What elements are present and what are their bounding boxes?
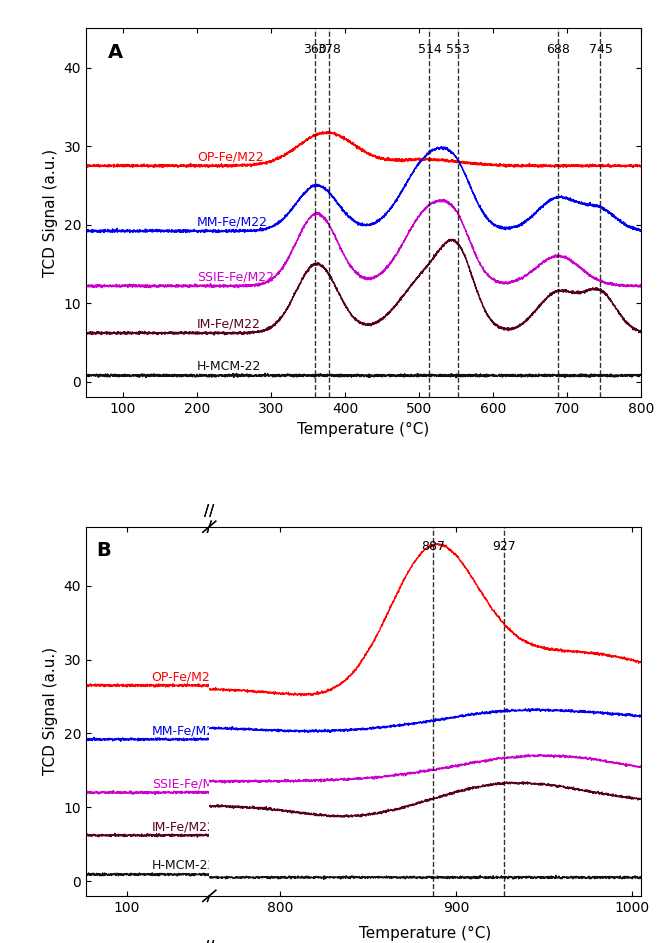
Text: MM-Fe/M22: MM-Fe/M22 bbox=[197, 216, 268, 228]
Text: B: B bbox=[96, 541, 110, 560]
Text: H-MCM-22: H-MCM-22 bbox=[197, 360, 261, 373]
Text: SSIE-Fe/M22: SSIE-Fe/M22 bbox=[152, 777, 229, 790]
Text: 553: 553 bbox=[446, 42, 470, 56]
Text: 360: 360 bbox=[303, 42, 327, 56]
Text: 688: 688 bbox=[547, 42, 570, 56]
Text: MM-Fe/M22: MM-Fe/M22 bbox=[152, 724, 223, 737]
Text: 887: 887 bbox=[421, 539, 445, 553]
Text: 378: 378 bbox=[317, 42, 340, 56]
Text: SSIE-Fe/M22: SSIE-Fe/M22 bbox=[197, 271, 274, 284]
Text: IM-Fe/M22: IM-Fe/M22 bbox=[197, 318, 261, 331]
Text: //: // bbox=[204, 940, 214, 943]
Text: A: A bbox=[108, 43, 123, 62]
Y-axis label: TCD Signal (a.u.): TCD Signal (a.u.) bbox=[43, 647, 58, 775]
Text: H-MCM-22: H-MCM-22 bbox=[152, 859, 216, 872]
X-axis label: Temperature (°C): Temperature (°C) bbox=[297, 422, 430, 437]
Text: //: // bbox=[204, 505, 214, 520]
Text: //: // bbox=[204, 505, 214, 520]
Text: 745: 745 bbox=[588, 42, 612, 56]
Text: //: // bbox=[204, 940, 214, 943]
Y-axis label: TCD Signal (a.u.): TCD Signal (a.u.) bbox=[43, 149, 58, 277]
X-axis label: Temperature (°C): Temperature (°C) bbox=[359, 926, 491, 941]
Text: 927: 927 bbox=[492, 539, 516, 553]
Text: OP-Fe/M22: OP-Fe/M22 bbox=[197, 150, 264, 163]
Text: 514: 514 bbox=[418, 42, 442, 56]
Text: IM-Fe/M22: IM-Fe/M22 bbox=[152, 820, 215, 833]
Text: OP-Fe/M22: OP-Fe/M22 bbox=[152, 670, 218, 684]
